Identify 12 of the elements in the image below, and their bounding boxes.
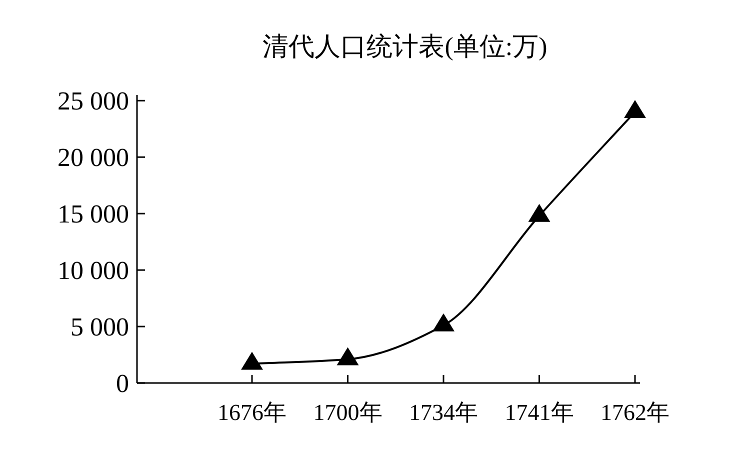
y-tick-label: 5 000 [70, 312, 129, 342]
x-tick-label: 1762年 [600, 400, 670, 425]
x-tick-label: 1676年 [218, 400, 286, 425]
y-tick-label: 25 000 [58, 86, 129, 116]
y-tick-label: 0 [116, 369, 129, 398]
x-tick-label: 1700年 [313, 400, 382, 425]
y-tick-label: 10 000 [58, 256, 129, 286]
chart-title: 清代人口统计表(单位:万) [262, 32, 548, 61]
y-tick-label: 15 000 [58, 200, 129, 229]
y-tick-label: 20 000 [58, 143, 129, 172]
x-tick-label: 1734年 [409, 400, 478, 425]
x-tick-label: 1741年 [504, 400, 574, 425]
